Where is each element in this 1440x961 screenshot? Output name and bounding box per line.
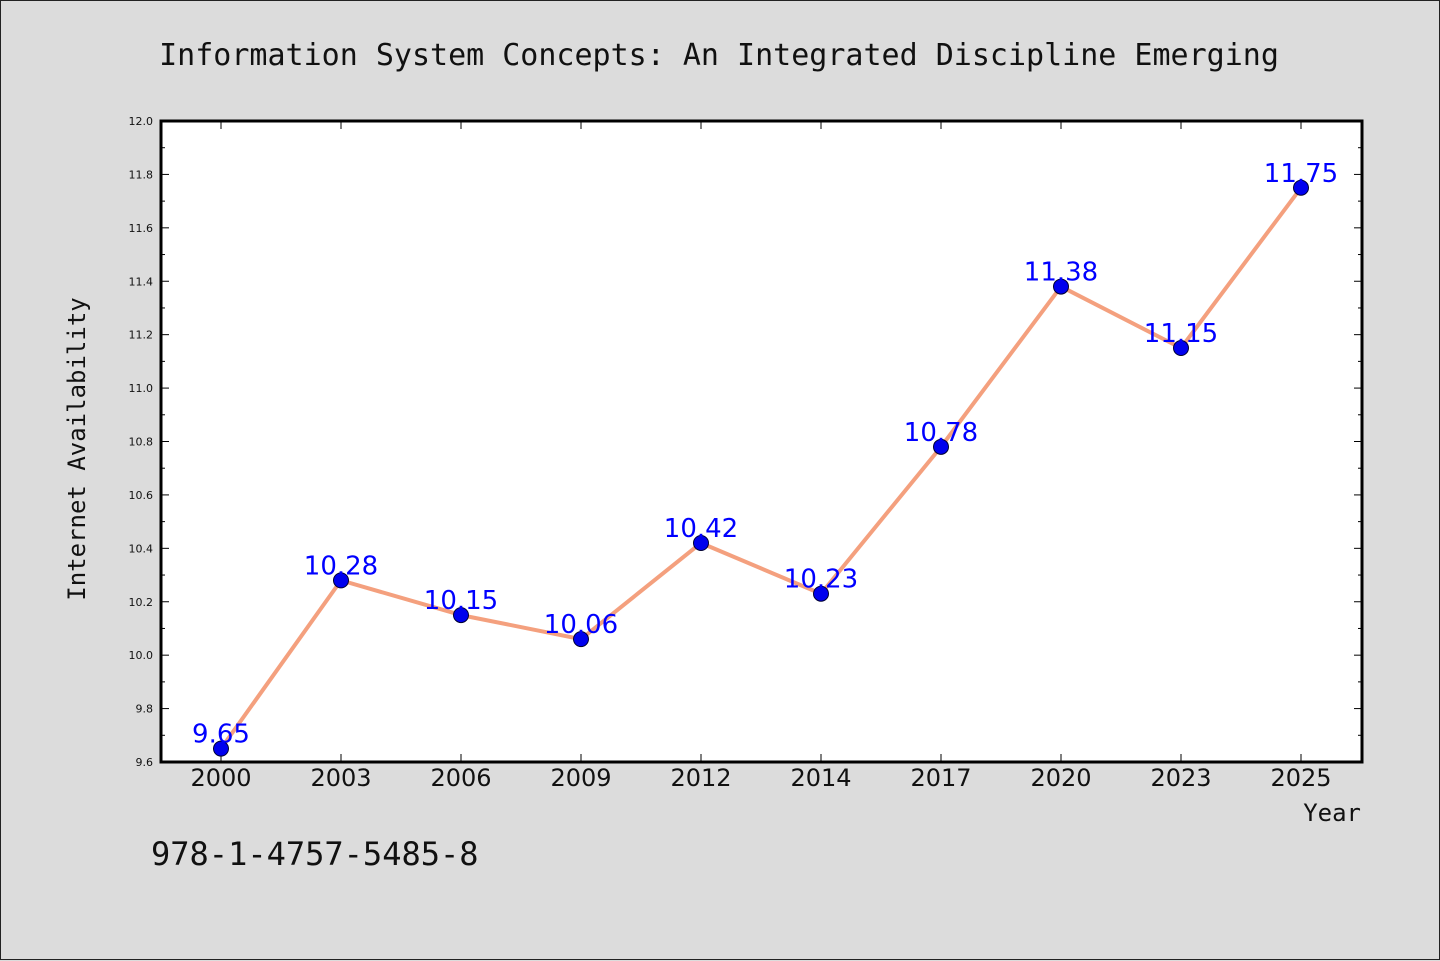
y-axis-label: Internet Availability [63, 297, 91, 600]
x-axis: 2000 2003 2006 2009 2012 2014 2017 2020 2023 2025 [190, 121, 1332, 792]
y-tick-label: 11.0 [129, 382, 154, 395]
series-internet-availability: 9.65 10.28 10.15 10.06 10.42 10.23 10.78 11.38 1… [192, 159, 1338, 757]
data-point-marker [693, 534, 709, 551]
data-point-marker [453, 607, 469, 624]
data-point-label: 10.42 [664, 514, 738, 544]
isbn-text: 978-1-4757-5485-8 [151, 835, 479, 873]
data-point-marker [1293, 179, 1309, 196]
data-point-label: 10.28 [304, 551, 378, 581]
x-tick-label: 2006 [430, 764, 491, 792]
y-tick-label: 10.4 [129, 542, 154, 555]
y-tick-label: 9.6 [136, 756, 154, 769]
data-point-marker [333, 572, 349, 589]
y-tick-label: 10.6 [129, 489, 154, 502]
data-point-label: 11.15 [1144, 319, 1218, 349]
data-point-label: 11.75 [1264, 159, 1338, 189]
x-tick-label: 2012 [670, 764, 731, 792]
data-point-marker [1173, 340, 1189, 357]
data-point-label: 10.06 [544, 610, 618, 640]
y-tick-label: 9.8 [136, 703, 154, 716]
data-point-label: 10.23 [784, 565, 858, 595]
y-tick-label: 11.2 [129, 329, 154, 342]
x-tick-label: 2009 [550, 764, 611, 792]
y-tick-label: 12.0 [129, 115, 154, 128]
data-point-label: 9.65 [192, 720, 250, 750]
y-tick-label: 11.6 [129, 222, 154, 235]
plot-area [159, 119, 1364, 764]
x-tick-label: 2023 [1150, 764, 1211, 792]
data-point-label: 11.38 [1024, 258, 1098, 288]
x-tick-label: 2025 [1270, 764, 1331, 792]
x-tick-label: 2014 [790, 764, 851, 792]
data-point-marker [573, 631, 589, 648]
x-axis-label: Year [1303, 799, 1361, 827]
x-tick-label: 2000 [190, 764, 251, 792]
y-tick-label: 10.8 [129, 436, 154, 449]
x-tick-label: 2020 [1030, 764, 1091, 792]
series-line [219, 185, 1303, 751]
chart-title: Information System Concepts: An Integrat… [159, 38, 1279, 73]
y-tick-label: 11.4 [129, 275, 154, 288]
data-point-marker [813, 585, 829, 602]
y-tick-label: 10.2 [129, 596, 154, 609]
data-point-marker [933, 438, 949, 455]
data-point-marker [1053, 278, 1069, 295]
data-point-label: 10.15 [424, 586, 498, 616]
y-tick-label: 11.8 [129, 168, 154, 181]
data-point-label: 10.78 [904, 418, 978, 448]
y-tick-label: 10.0 [129, 649, 154, 662]
x-tick-label: 2017 [910, 764, 971, 792]
y-axis: 9.6 9.8 10.0 10.2 10.4 10.6 10.8 11.0 11.2 11.4 11… [129, 115, 1362, 769]
x-tick-label: 2003 [310, 764, 371, 792]
data-point-marker [213, 740, 229, 757]
